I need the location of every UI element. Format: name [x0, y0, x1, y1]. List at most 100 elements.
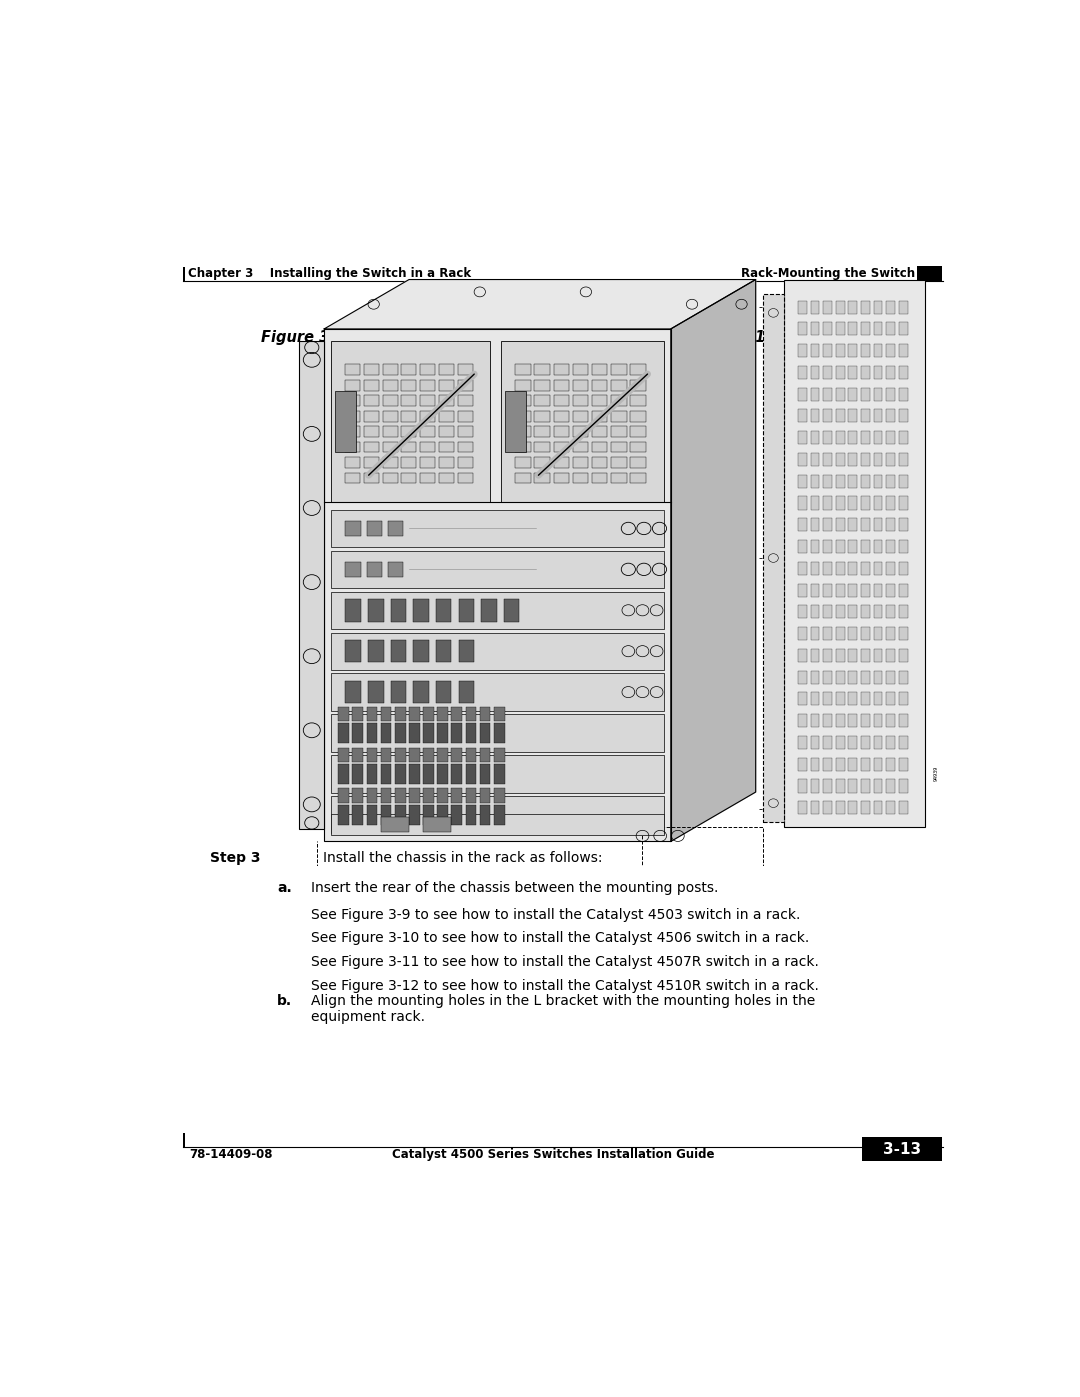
Bar: [409, 788, 420, 803]
Bar: [874, 432, 882, 444]
Bar: [861, 300, 869, 314]
Bar: [423, 747, 434, 761]
Bar: [887, 757, 895, 771]
Bar: [366, 764, 377, 784]
Bar: [823, 627, 832, 640]
Bar: [395, 707, 405, 721]
Bar: [836, 344, 845, 358]
Bar: [861, 475, 869, 488]
Bar: [366, 722, 377, 743]
Bar: [451, 788, 462, 803]
Bar: [381, 747, 391, 761]
Bar: [465, 805, 476, 826]
Bar: [874, 541, 882, 553]
Bar: [381, 805, 391, 826]
Bar: [849, 366, 858, 379]
Bar: [861, 518, 869, 531]
Bar: [631, 411, 646, 422]
Bar: [572, 441, 589, 453]
Bar: [368, 599, 383, 622]
Bar: [899, 366, 907, 379]
Bar: [366, 707, 377, 721]
Bar: [899, 584, 907, 597]
Bar: [798, 693, 807, 705]
Bar: [798, 714, 807, 728]
Bar: [631, 472, 646, 483]
Bar: [382, 441, 397, 453]
Bar: [874, 562, 882, 574]
Bar: [382, 365, 397, 376]
Bar: [887, 432, 895, 444]
Bar: [849, 323, 858, 335]
Bar: [849, 344, 858, 358]
Bar: [861, 432, 869, 444]
Text: 3-13: 3-13: [882, 1141, 921, 1157]
Bar: [437, 707, 448, 721]
Bar: [811, 300, 820, 314]
Bar: [366, 521, 382, 536]
Bar: [811, 541, 820, 553]
Bar: [409, 707, 420, 721]
Bar: [332, 592, 664, 629]
Bar: [899, 475, 907, 488]
Bar: [352, 722, 363, 743]
Bar: [420, 380, 435, 391]
Bar: [887, 648, 895, 662]
Bar: [861, 323, 869, 335]
Bar: [849, 453, 858, 467]
Bar: [836, 496, 845, 510]
Bar: [798, 757, 807, 771]
Bar: [438, 457, 454, 468]
Bar: [572, 365, 589, 376]
Bar: [515, 380, 530, 391]
Bar: [366, 805, 377, 826]
Bar: [811, 496, 820, 510]
Bar: [535, 380, 550, 391]
Bar: [836, 671, 845, 683]
Bar: [364, 411, 379, 422]
Bar: [823, 541, 832, 553]
Bar: [798, 432, 807, 444]
Polygon shape: [324, 279, 756, 328]
Bar: [874, 671, 882, 683]
Bar: [535, 365, 550, 376]
Bar: [836, 693, 845, 705]
Bar: [420, 395, 435, 407]
Bar: [494, 707, 504, 721]
Bar: [861, 541, 869, 553]
Bar: [352, 805, 363, 826]
Bar: [798, 409, 807, 422]
Bar: [437, 722, 448, 743]
Bar: [611, 472, 626, 483]
Bar: [887, 780, 895, 792]
Bar: [917, 265, 942, 281]
Bar: [611, 411, 626, 422]
Bar: [798, 802, 807, 814]
Bar: [887, 387, 895, 401]
Bar: [437, 747, 448, 761]
Bar: [836, 757, 845, 771]
Bar: [823, 344, 832, 358]
Bar: [402, 426, 417, 437]
Bar: [836, 780, 845, 792]
Bar: [346, 365, 361, 376]
Bar: [874, 693, 882, 705]
Bar: [861, 562, 869, 574]
Bar: [887, 518, 895, 531]
Bar: [798, 648, 807, 662]
Bar: [515, 472, 530, 483]
Bar: [784, 279, 926, 827]
Bar: [849, 584, 858, 597]
Bar: [874, 344, 882, 358]
Bar: [494, 722, 504, 743]
Bar: [592, 457, 607, 468]
Bar: [480, 764, 490, 784]
Bar: [332, 796, 664, 834]
Bar: [402, 365, 417, 376]
Bar: [423, 707, 434, 721]
Bar: [861, 780, 869, 792]
Bar: [458, 472, 473, 483]
Bar: [798, 780, 807, 792]
Bar: [592, 472, 607, 483]
Bar: [874, 627, 882, 640]
